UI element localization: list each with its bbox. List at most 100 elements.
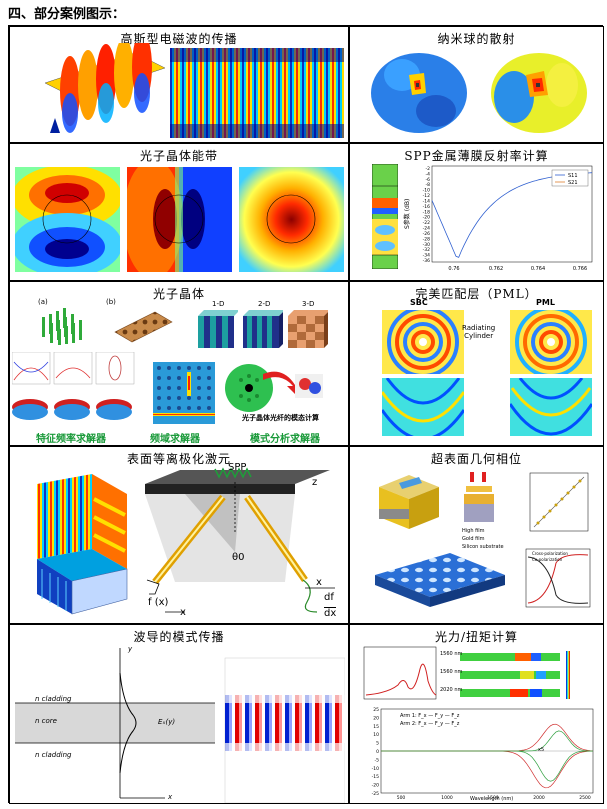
solver-frequency-domain: 频域求解器 (150, 434, 200, 445)
cell-optical-force: 光力/扭矩计算 1560 nm 1560 nm 2020 nm 25 20 15 10… (349, 624, 604, 804)
band-diagrams (12, 352, 135, 420)
y-tick-label: -36 (423, 258, 430, 264)
frequency-domain-map (153, 362, 215, 424)
series-line (381, 730, 593, 752)
band-field-2 (127, 167, 232, 272)
cell-title: 光力/扭矩计算 (434, 630, 519, 644)
cell-title: 光子晶体能带 (139, 149, 218, 163)
y-tick-label: -6 (426, 177, 431, 183)
pml-field-top (510, 310, 592, 374)
y-axis-label: y (128, 645, 133, 653)
cell-photonic-bands: 光子晶体能带 (9, 143, 349, 281)
x-tick-label: 0.762 (489, 266, 503, 272)
legend-label: S11 (568, 173, 578, 179)
sbc-field-top (382, 310, 464, 374)
x-tick-label: 0.764 (531, 266, 545, 272)
pml-label: PML (536, 298, 555, 307)
y-tick-label: -4 (426, 171, 431, 177)
y-tick-label: -22 (423, 220, 430, 226)
case-grid: 高斯型电磁波的传播 纳米球的散射 (8, 25, 604, 804)
fiber-caption: 光子晶体光纤的模态计算 (242, 414, 319, 422)
gaussian-3d-surface (44, 43, 166, 133)
cell-title: 完美匹配层（PML） (415, 287, 538, 301)
cell-pml: 完美匹配层（PML） SBC PML Radiating Cylinder (349, 281, 604, 446)
y-tick-label: -26 (423, 231, 430, 237)
df-label: df (324, 592, 334, 603)
y-tick-label: 20 (373, 715, 379, 721)
fiber-mode-plot (225, 364, 323, 412)
meta-polarization-chart (525, 548, 591, 608)
force-legend-arm2: Arm 2: F_x — F_y — F_z (400, 721, 460, 727)
spp-label: SPP (228, 462, 247, 473)
meta-phase-chart (529, 472, 589, 532)
y-tick-label: 0 (376, 749, 379, 755)
cell-metasurface: 超表面几何相位 High film Gold film Silicon subs… (349, 446, 604, 624)
force-field-bars (460, 651, 570, 699)
meta-layer-stack (464, 472, 494, 522)
theta-label: θ0 (232, 552, 245, 563)
cell-title: 表面等离极化激元 (126, 452, 231, 466)
wl-label-3: 2020 nm (440, 687, 463, 693)
x-axis-label: x (168, 793, 173, 801)
band-field-1 (15, 167, 120, 272)
section-heading: 四、部分案例图示： (8, 7, 126, 22)
x-tick-label: 2500 (579, 795, 591, 801)
cell-title: 纳米球的散射 (437, 32, 516, 46)
legend-label: S21 (568, 180, 578, 186)
cell-title: 波导的模式传播 (133, 630, 225, 644)
spp-chart: -2-4-6-8-10-12-14-16-18-20-22-24-26-28-3… (423, 165, 593, 272)
y-tick-label: -10 (423, 188, 430, 194)
x-axis-label-right: x (316, 577, 322, 588)
curve-cross-pol: Cross-polarization (532, 551, 568, 556)
force-chart: 25 20 15 10 5 0 -5 -10 -15 -20 -25 500 1000 1500 2000 2… (372, 707, 594, 801)
y-tick-label: 15 (373, 724, 379, 730)
y-tick-label: -28 (423, 236, 430, 242)
y-tick-label: 25 (373, 707, 379, 713)
rod-array (42, 308, 82, 345)
y-tick-label: -20 (423, 215, 430, 221)
y-tick-label: -20 (372, 783, 379, 789)
y-tick-label: -8 (426, 182, 431, 188)
cell-nanosphere: 纳米球的散射 (349, 26, 604, 143)
y-tick-label: -14 (423, 198, 430, 204)
plasmon-setup (145, 467, 335, 613)
meta-legend-item: Silicon substrate (462, 544, 504, 550)
wl-label-2: 1560 nm (440, 669, 463, 675)
pml-field-bottom (510, 378, 592, 436)
meta-array-render (375, 553, 505, 607)
gaussian-field-map (170, 48, 344, 138)
crystal-3d (288, 310, 328, 348)
radiating-cylinder-label: Radiating Cylinder (462, 324, 496, 340)
force-spectrum-small (363, 646, 437, 700)
cladding-top-label: n cladding (35, 695, 72, 703)
y-tick-label: -15 (372, 774, 379, 780)
waveguide-diagram (15, 648, 345, 803)
cell-plasmon: 表面等离极化激元 SPP z θ0 (9, 446, 349, 624)
x-tick-label: 1000 (441, 795, 453, 801)
x-tick-label: 2000 (533, 795, 545, 801)
cell-title: 超表面几何相位 (430, 452, 522, 466)
cell-waveguide: 波导的模式传播 n cladding n core n cladding Eₓ(… (9, 624, 349, 804)
cell-title: SPP金属薄膜反射率计算 (404, 149, 549, 163)
y-tick-label: -16 (423, 204, 430, 210)
nanosphere-plot-right (491, 53, 587, 133)
fx-label: f (x) (148, 597, 169, 608)
dx-label: dx (324, 607, 337, 619)
curve-co-pol: Co-polarization (532, 557, 563, 562)
dim-3d: 3-D (302, 300, 315, 308)
z-axis-label: z (312, 477, 318, 488)
y-tick-label: -18 (423, 209, 430, 215)
nanosphere-plot-left (371, 53, 467, 133)
cladding-bottom-label: n cladding (35, 751, 72, 759)
meta-legend-item: High film (462, 528, 485, 534)
meta-unit-cell (379, 475, 439, 529)
y-tick-label: -10 (372, 766, 379, 772)
panel-a-label: (a) (38, 298, 48, 306)
crystal-2d (243, 310, 283, 348)
force-anno: x5 (538, 747, 545, 753)
cell-gaussian-wave: 高斯型电磁波的传播 (9, 26, 349, 143)
y-tick-label: -32 (423, 247, 430, 253)
x-axis-label-left: x (180, 607, 186, 618)
meta-legend-item: Gold film (462, 536, 485, 542)
y-tick-label: -2 (426, 166, 431, 172)
